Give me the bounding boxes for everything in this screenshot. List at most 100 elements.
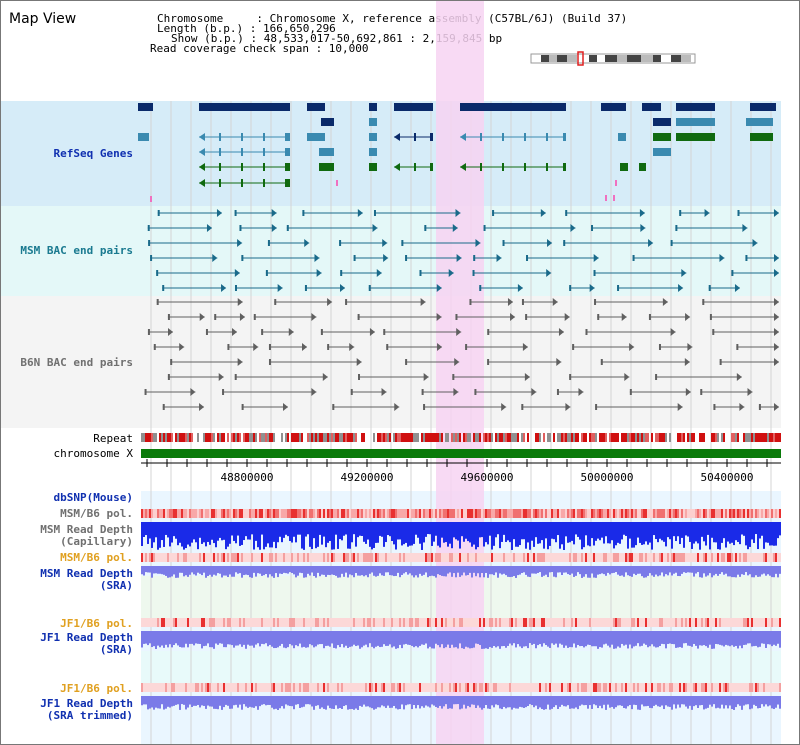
read-depth-bar [403, 522, 405, 545]
polymorphism-cell [529, 618, 531, 627]
msm-bac-end [340, 284, 346, 292]
polymorphism-cell [145, 683, 147, 692]
b6n-bac-end [421, 389, 424, 395]
read-depth-bar [677, 522, 679, 537]
repeat-element [243, 433, 245, 442]
repeat-element [517, 433, 519, 442]
polymorphism-cell [761, 553, 763, 562]
polymorphism-cell [261, 683, 263, 692]
read-depth-bar [597, 631, 599, 649]
polymorphism-cell [725, 553, 727, 562]
read-depth-bar [311, 522, 313, 550]
polymorphism-cell [699, 509, 701, 518]
polymorphism-cell [359, 553, 361, 562]
read-depth-bar [647, 696, 649, 706]
polymorphism-cell [205, 618, 207, 627]
polymorphism-cell [209, 553, 211, 562]
read-depth-bar [617, 631, 619, 647]
b6n-bac-end [144, 389, 147, 395]
track-label-jf1-b6-pol-1[interactable]: JF1/B6 pol. [60, 617, 133, 630]
polymorphism-cell [777, 509, 779, 518]
repeat-element [207, 433, 209, 442]
read-depth-bar [313, 522, 315, 539]
read-depth-bar [731, 566, 733, 578]
read-depth-bar [639, 696, 641, 710]
read-depth-bar [563, 631, 565, 648]
msm-bac-end [719, 254, 725, 262]
read-depth-bar [195, 566, 197, 576]
read-depth-bar [563, 522, 565, 550]
polymorphism-cell [587, 509, 589, 518]
read-depth-bar [203, 522, 205, 543]
read-depth-bar [583, 696, 585, 706]
repeat-element [589, 433, 591, 442]
track-label-jf1-b6-pol-2[interactable]: JF1/B6 pol. [60, 682, 133, 695]
polymorphism-cell [195, 618, 197, 627]
page-title: Map View [9, 11, 77, 27]
read-depth-bar [429, 631, 431, 647]
polymorphism-cell [749, 553, 751, 562]
read-depth-bar [521, 631, 523, 649]
read-depth-bar [441, 522, 443, 538]
polymorphism-cell [733, 618, 735, 627]
track-label-msm-bac[interactable]: MSM BAC end pairs [20, 244, 133, 257]
track-label-msm-depth-sra[interactable]: MSM Read Depth (SRA) [40, 567, 133, 592]
read-depth-bar [505, 631, 507, 648]
polymorphism-cell [193, 683, 195, 692]
track-label-msm-b6-pol-2[interactable]: MSM/B6 pol. [60, 551, 133, 564]
read-depth-bar [769, 696, 771, 706]
read-depth-bar [157, 631, 159, 646]
read-depth-bar [745, 696, 747, 705]
track-label-b6n-bac[interactable]: B6N BAC end pairs [20, 356, 133, 369]
read-depth-bar [587, 696, 589, 709]
polymorphism-cell [475, 618, 477, 627]
read-depth-bar [763, 631, 765, 644]
read-depth-bar [675, 566, 677, 573]
read-depth-bar [657, 696, 659, 707]
read-depth-bar [331, 522, 333, 550]
polymorphism-cell [707, 553, 709, 562]
read-depth-bar [697, 566, 699, 573]
polymorphism-cell [179, 553, 181, 562]
track-label-dbsnp[interactable]: dbSNP(Mouse) [53, 491, 133, 504]
track-label-jf1-depth-sra[interactable]: JF1 Read Depth (SRA) [40, 631, 133, 656]
read-depth-bar [739, 631, 741, 646]
polymorphism-cell [551, 618, 553, 627]
read-depth-bar [671, 566, 673, 576]
track-label-jf1-depth-trimmed[interactable]: JF1 Read Depth (SRA trimmed) [40, 697, 133, 722]
refseq-label-bg [1, 101, 141, 206]
b6n-bac-end [156, 299, 159, 305]
track-label-msm-b6-pol-1[interactable]: MSM/B6 pol. [60, 507, 133, 520]
polymorphism-cell [221, 683, 223, 692]
polymorphism-cell [693, 618, 695, 627]
read-depth-bar [467, 631, 469, 648]
repeat-element [463, 433, 465, 442]
track-label-refseq[interactable]: RefSeq Genes [53, 147, 133, 160]
read-depth-bar [145, 631, 147, 644]
polymorphism-cell [331, 509, 333, 518]
read-depth-bar [317, 631, 319, 645]
polymorphism-cell [247, 618, 249, 627]
read-depth-bar [561, 631, 563, 645]
read-depth-bar [515, 631, 517, 648]
track-label-msm-depth-capillary[interactable]: MSM Read Depth (Capillary) [40, 523, 133, 548]
read-depth-bar [659, 696, 661, 707]
track-label-repeat[interactable]: Repeat [93, 432, 133, 445]
ideogram-position-marker [577, 51, 584, 66]
polymorphism-cell [713, 618, 715, 627]
msm-bac-end [773, 209, 779, 217]
msm-bac-end [239, 225, 242, 231]
repeat-element [731, 433, 733, 442]
polymorphism-cell [509, 618, 511, 627]
read-depth-bar [651, 566, 653, 576]
repeat-element [759, 433, 761, 442]
track-label-chromosome[interactable]: chromosome X [53, 447, 133, 460]
repeat-element [337, 433, 339, 442]
polymorphism-cell [525, 509, 527, 518]
polymorphism-cell [449, 509, 451, 518]
polymorphism-cell [755, 509, 757, 518]
read-depth-bar [561, 696, 563, 705]
polymorphism-cell [311, 509, 313, 518]
repeat-element [775, 433, 777, 442]
